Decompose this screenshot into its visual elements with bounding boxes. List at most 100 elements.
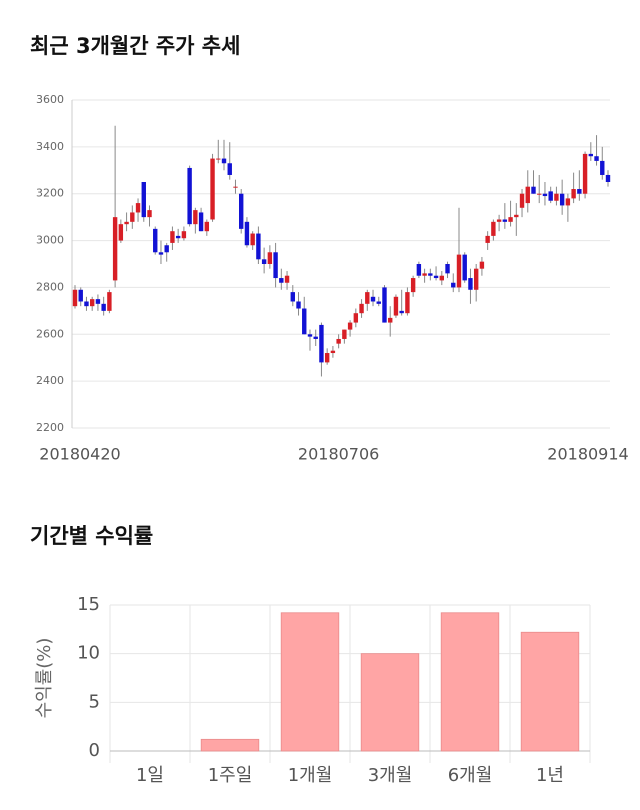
y-tick-label: 2600 <box>36 327 64 340</box>
candle-body <box>519 193 525 208</box>
candle-body <box>439 275 444 281</box>
x-tick-label: 1년 <box>536 765 564 786</box>
candle-body <box>468 278 473 290</box>
candle-body <box>342 329 347 339</box>
candle-body <box>141 182 146 218</box>
candle-body <box>319 324 324 363</box>
x-tick-label: 20180706 <box>298 445 379 464</box>
candle-body <box>445 264 450 274</box>
candle-body <box>473 268 479 290</box>
x-tick-label: 3개월 <box>368 765 413 786</box>
candle-body <box>600 160 605 175</box>
candle-body <box>451 282 456 288</box>
candle-body <box>124 221 129 225</box>
candle-body <box>221 158 227 164</box>
bar <box>280 612 340 752</box>
y-tick-label: 3000 <box>36 234 64 247</box>
candle-body <box>118 224 124 241</box>
chart-title: 기간별 수익률 <box>30 524 153 548</box>
candle-body <box>273 252 278 279</box>
candle-body <box>330 350 336 354</box>
candle-body <box>198 212 204 232</box>
candle-body <box>347 322 353 330</box>
candle-body <box>279 278 284 283</box>
candle-body <box>525 186 530 204</box>
candle-body <box>147 210 152 218</box>
candle-body <box>353 313 359 323</box>
candle-body <box>514 214 519 218</box>
candle-body <box>571 189 576 199</box>
candle-body <box>233 186 238 188</box>
bar <box>360 653 420 752</box>
candle-body <box>548 191 553 201</box>
candle-body <box>508 217 513 222</box>
candle-body <box>365 292 370 304</box>
y-tick-label: 10 <box>77 643 100 664</box>
candle-body <box>485 235 490 243</box>
y-tick-label: 5 <box>89 691 100 712</box>
candle-body <box>256 233 261 260</box>
candle-body <box>588 153 594 157</box>
candle-body <box>462 254 467 281</box>
candle-body <box>284 275 290 283</box>
y-tick-label: 0 <box>89 740 100 761</box>
candle-body <box>84 301 89 307</box>
y-tick-label: 2400 <box>36 374 64 387</box>
candle-body <box>170 231 175 243</box>
x-tick-label: 20180914 <box>547 445 628 464</box>
candle-body <box>244 221 250 246</box>
candle-body <box>393 296 399 316</box>
candle-body <box>531 186 536 194</box>
candle-body <box>267 252 273 264</box>
y-tick-label: 2800 <box>36 280 64 293</box>
candle-body <box>359 303 364 314</box>
x-tick-label: 1개월 <box>288 765 333 786</box>
candle-body <box>410 278 416 293</box>
candle-body <box>370 296 376 302</box>
candle-body <box>101 303 106 311</box>
candle-body <box>153 228 158 253</box>
bar <box>200 738 260 752</box>
candle-body <box>302 308 307 335</box>
candle-body <box>112 217 118 281</box>
candle-body <box>324 353 330 363</box>
candle-body <box>537 193 542 195</box>
candle-body <box>433 275 439 279</box>
candle-body <box>164 245 169 253</box>
candle-body <box>210 158 215 220</box>
x-tick-label: 20180420 <box>39 445 120 464</box>
candle-body <box>542 193 548 197</box>
y-tick-label: 2200 <box>36 421 64 434</box>
candle-body <box>78 289 83 302</box>
candle-body <box>193 210 198 225</box>
candle-body <box>72 289 78 307</box>
candle-body <box>296 301 301 309</box>
candle-body <box>187 167 192 225</box>
candle-body <box>559 193 565 206</box>
candle-body <box>175 235 181 239</box>
candle-body <box>565 198 571 206</box>
candle-body <box>261 259 267 264</box>
candle-body <box>491 221 496 236</box>
candle-body <box>554 193 559 201</box>
candle-body <box>107 292 112 311</box>
y-tick-label: 3200 <box>36 187 64 200</box>
candle-body <box>399 310 404 314</box>
candle-body <box>204 221 210 232</box>
candle-body <box>428 273 433 276</box>
candle-body <box>227 163 232 175</box>
candle-body <box>456 254 462 288</box>
x-tick-label: 1주일 <box>208 765 253 786</box>
candle-body <box>605 174 611 182</box>
candle-body <box>313 336 318 339</box>
candle-body <box>388 317 393 323</box>
candle-body <box>502 219 508 222</box>
candle-body <box>216 158 221 160</box>
candle-body <box>135 203 141 213</box>
candle-body <box>382 287 387 323</box>
y-tick-label: 3400 <box>36 140 64 153</box>
candle-body <box>158 252 164 255</box>
candle-body <box>376 301 381 304</box>
chart-title: 최근 3개월간 주가 추세 <box>30 34 240 58</box>
